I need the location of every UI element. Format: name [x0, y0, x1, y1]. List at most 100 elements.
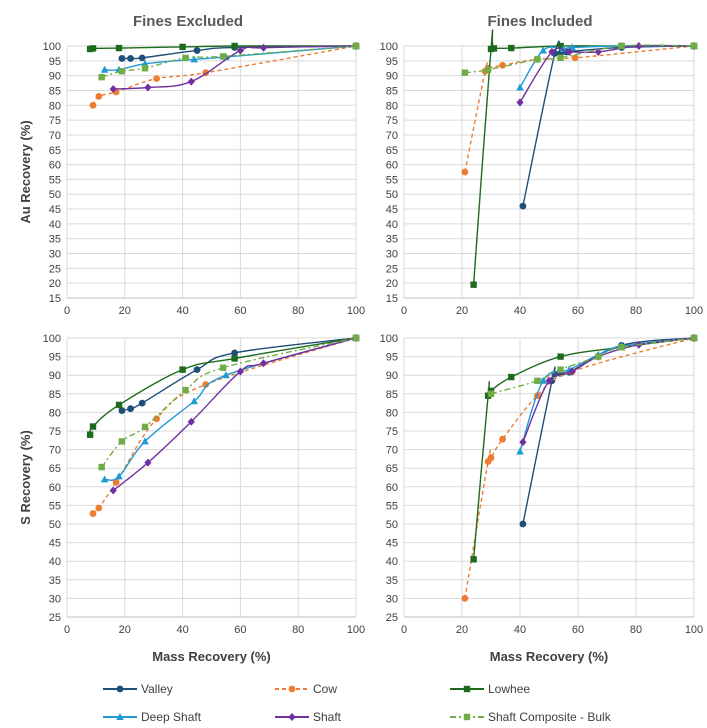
legend-swatch-marker [463, 685, 471, 693]
data-point [594, 47, 602, 56]
data-point [568, 367, 576, 376]
x-tick-label: 100 [685, 624, 703, 636]
legend-item: Deep Shaft [103, 710, 201, 724]
x-tick-label: 80 [630, 305, 642, 317]
data-point [557, 54, 564, 62]
data-point [115, 401, 123, 409]
data-point [187, 417, 195, 426]
y-tick-label: 95 [386, 56, 398, 68]
series-cow [89, 334, 360, 517]
series-line [472, 29, 694, 285]
series-shaft-composite-bulk [487, 334, 698, 397]
y-tick-label: 55 [49, 174, 61, 186]
y-tick-label: 45 [386, 538, 398, 550]
y-tick-label: 65 [49, 463, 61, 475]
data-point [516, 447, 524, 455]
x-tick-label: 40 [176, 624, 188, 636]
legend-swatch-marker [288, 685, 296, 693]
data-point [545, 376, 553, 385]
data-point [508, 44, 515, 52]
x-tick-label: 20 [456, 305, 468, 317]
series-line [464, 44, 695, 74]
data-point [484, 66, 492, 73]
y-tick-label: 70 [386, 130, 398, 142]
data-point [179, 366, 186, 373]
y-axis-title: Au Recovery (%) [18, 120, 33, 223]
y-tick-label: 50 [49, 519, 61, 531]
data-point [461, 168, 469, 176]
data-point [516, 83, 524, 91]
y-tick-label: 60 [49, 160, 61, 172]
y-tick-label: 95 [49, 56, 61, 68]
x-tick-label: 40 [514, 305, 526, 317]
series-lowhee [470, 334, 698, 563]
data-point [236, 46, 244, 55]
y-tick-label: 80 [49, 100, 61, 112]
y-tick-label: 45 [49, 204, 61, 216]
y-tick-label: 55 [386, 500, 398, 512]
data-point [144, 458, 152, 467]
data-point [202, 381, 210, 388]
data-point [153, 415, 160, 423]
series-cow [461, 42, 698, 176]
x-tick-label: 0 [401, 624, 407, 636]
y-tick-label: 95 [386, 352, 398, 364]
x-tick-label: 80 [292, 624, 304, 636]
y-tick-label: 40 [386, 556, 398, 568]
legend-swatch [275, 685, 309, 693]
legend-swatch-marker [116, 713, 124, 720]
y-tick-label: 50 [386, 189, 398, 201]
y-tick-label: 25 [386, 263, 398, 275]
x-tick-label: 0 [64, 305, 70, 317]
series-line [519, 44, 695, 103]
y-tick-label: 55 [49, 500, 61, 512]
data-point [548, 47, 556, 56]
y-tick-label: 70 [49, 130, 61, 142]
data-point [487, 454, 495, 462]
column-title-left: Fines Excluded [133, 13, 243, 30]
y-tick-label: 65 [386, 145, 398, 157]
data-point [595, 353, 602, 360]
data-point [470, 556, 477, 563]
x-tick-label: 20 [119, 624, 131, 636]
x-tick-label: 80 [630, 624, 642, 636]
data-point [138, 399, 146, 407]
y-tick-label: 85 [386, 389, 398, 401]
y-tick-label: 90 [386, 370, 398, 382]
legend-label: Cow [313, 682, 338, 696]
series-valley [519, 40, 698, 210]
data-point [89, 510, 97, 517]
data-point [519, 520, 527, 528]
y-tick-label: 80 [386, 407, 398, 419]
data-point [461, 69, 469, 76]
data-point [519, 438, 527, 447]
legend-item: Valley [103, 682, 173, 696]
data-point [539, 376, 547, 384]
x-tick-label: 40 [176, 305, 188, 317]
data-point [618, 344, 625, 351]
x-tick-label: 60 [234, 305, 246, 317]
y-axis-title: S Recovery (%) [18, 430, 33, 525]
data-point [118, 407, 126, 414]
data-point [559, 44, 568, 52]
y-tick-label: 25 [386, 612, 398, 624]
data-point [193, 366, 201, 374]
x-tick-label: 60 [572, 305, 584, 317]
data-point [109, 486, 117, 495]
data-point [259, 359, 268, 368]
x-axis-title: Mass Recovery (%) [490, 649, 609, 664]
panel-au-excluded: 15 20 25 30 35 40 45 50 55 60 65 70 75 80 85 90 95 100 0 20… [18, 41, 365, 317]
data-point [222, 371, 230, 379]
data-point [127, 405, 134, 413]
y-tick-label: 45 [386, 204, 398, 216]
y-tick-label: 100 [380, 333, 398, 345]
data-point [193, 47, 201, 54]
data-point [487, 390, 495, 397]
panel-au-included: 15 20 25 30 35 40 45 50 55 60 65 70 75 80 85 90 95 100 0 20… [380, 29, 703, 317]
legend-swatch-marker [116, 685, 124, 693]
data-point [190, 397, 198, 405]
data-point [100, 65, 109, 73]
column-title-right: Fines Included [487, 13, 592, 30]
y-tick-label: 30 [386, 593, 398, 605]
x-tick-label: 0 [401, 305, 407, 317]
